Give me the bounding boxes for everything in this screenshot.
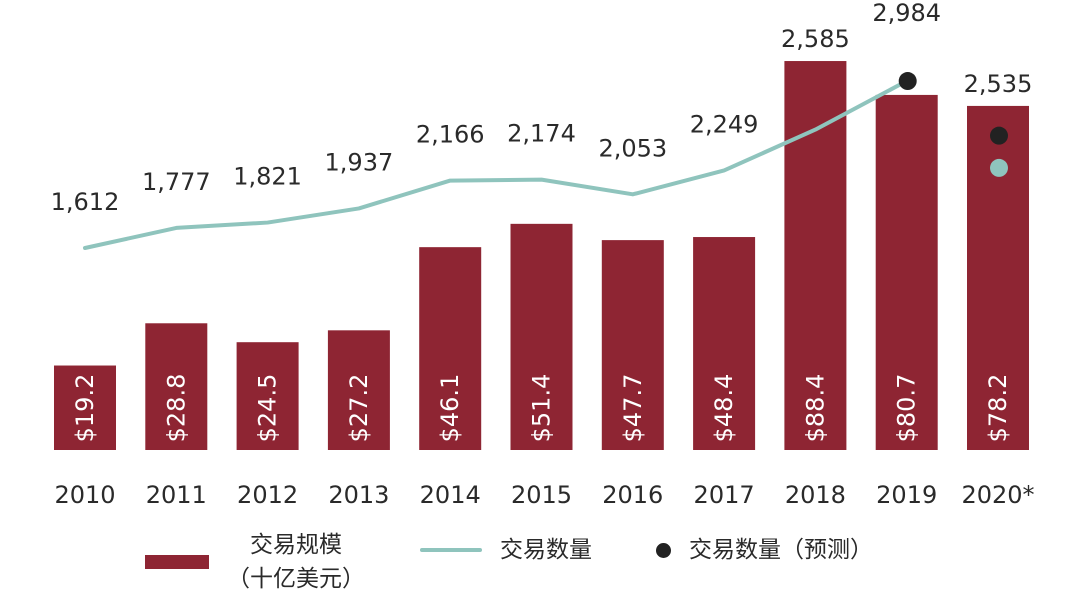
legend-label-forecast: 交易数量（预测） <box>689 537 873 563</box>
bar <box>875 94 938 451</box>
x-tick-label: 2018 <box>785 481 846 509</box>
legend-item-forecast: 交易数量（预测） <box>656 533 873 567</box>
bar <box>54 365 116 450</box>
x-tick-label: 2014 <box>420 481 481 509</box>
count-label: 2,585 <box>781 25 850 53</box>
legend-swatch-line <box>420 548 482 552</box>
bar <box>327 330 390 450</box>
bar-value-label: $27.2 <box>345 374 373 443</box>
count-line <box>83 79 909 250</box>
bar-value-label: $28.8 <box>162 374 190 443</box>
x-tick-label: 2012 <box>237 481 298 509</box>
legend-swatch-forecast-dot <box>656 542 671 558</box>
legend-swatch-bar <box>145 555 209 569</box>
x-tick-label: 2020* <box>961 481 1034 509</box>
bar <box>510 223 573 450</box>
bar <box>145 323 208 450</box>
bar <box>419 247 482 450</box>
count-label: 1,821 <box>233 163 302 191</box>
bar-value-label: $46.1 <box>436 374 464 443</box>
bar-value-label: $48.4 <box>710 374 738 443</box>
legend-label-bar: 交易规模 （十亿美元） <box>227 528 365 596</box>
legend-item-line: 交易数量 <box>420 533 592 567</box>
forecast-markers <box>898 72 1008 177</box>
count-label: 2,174 <box>507 120 576 148</box>
bar-value-label: $19.2 <box>71 374 99 443</box>
forecast-marker <box>990 126 1008 145</box>
legend-label-bar-line1: 交易规模 <box>250 532 342 558</box>
bar-value-label: $47.7 <box>619 374 647 443</box>
x-tick-label: 2010 <box>54 481 115 509</box>
bar <box>784 61 847 450</box>
count-label: 1,937 <box>325 148 394 176</box>
chart: $19.2 $28.8 $24.5 $27.2 $46.1 $51.4 $47.7 $48.4… <box>51 0 1035 509</box>
x-tick-label: 2016 <box>602 481 663 509</box>
bar-value-label: $24.5 <box>254 374 282 443</box>
x-tick-label: 2017 <box>694 481 755 509</box>
bar-value-label: $51.4 <box>528 374 556 443</box>
bar-value-label: $78.2 <box>984 374 1012 443</box>
count-label: 1,777 <box>142 168 211 196</box>
legend: 交易规模 （十亿美元） 交易数量 交易数量（预测） <box>0 528 1080 608</box>
legend-label-line: 交易数量 <box>500 537 592 563</box>
count-label: 2,053 <box>598 134 667 162</box>
forecast-marker <box>898 72 917 91</box>
bar <box>236 342 299 450</box>
legend-item-bar: 交易规模 （十亿美元） <box>145 528 365 596</box>
bar <box>601 240 664 450</box>
count-label: 2,984 <box>872 0 941 27</box>
legend-label-bar-line2: （十亿美元） <box>227 566 365 592</box>
x-tick-label: 2019 <box>876 481 937 509</box>
count-label: 2,535 <box>964 70 1033 98</box>
teal-marker <box>990 158 1008 177</box>
bar-value-label: $80.7 <box>893 374 921 443</box>
bar-series: $19.2 $28.8 $24.5 $27.2 $46.1 $51.4 $47.7 $48.4… <box>54 61 1029 451</box>
count-label: 2,166 <box>416 121 485 149</box>
x-tick-label: 2011 <box>146 481 207 509</box>
line-series <box>83 79 909 250</box>
x-tick-label: 2013 <box>328 481 389 509</box>
x-tick-label: 2015 <box>511 481 572 509</box>
count-label: 2,249 <box>690 110 759 138</box>
count-label: 1,612 <box>51 188 120 216</box>
count-labels: 1,612 1,777 1,821 1,937 2,166 2,174 2,053 2,249… <box>51 0 1033 216</box>
bar-value-label: $88.4 <box>801 374 829 443</box>
bar <box>693 237 756 450</box>
x-axis-ticks: 2010 2011 2012 2013 2014 2015 2016 2017 2018 2019… <box>54 481 1034 509</box>
